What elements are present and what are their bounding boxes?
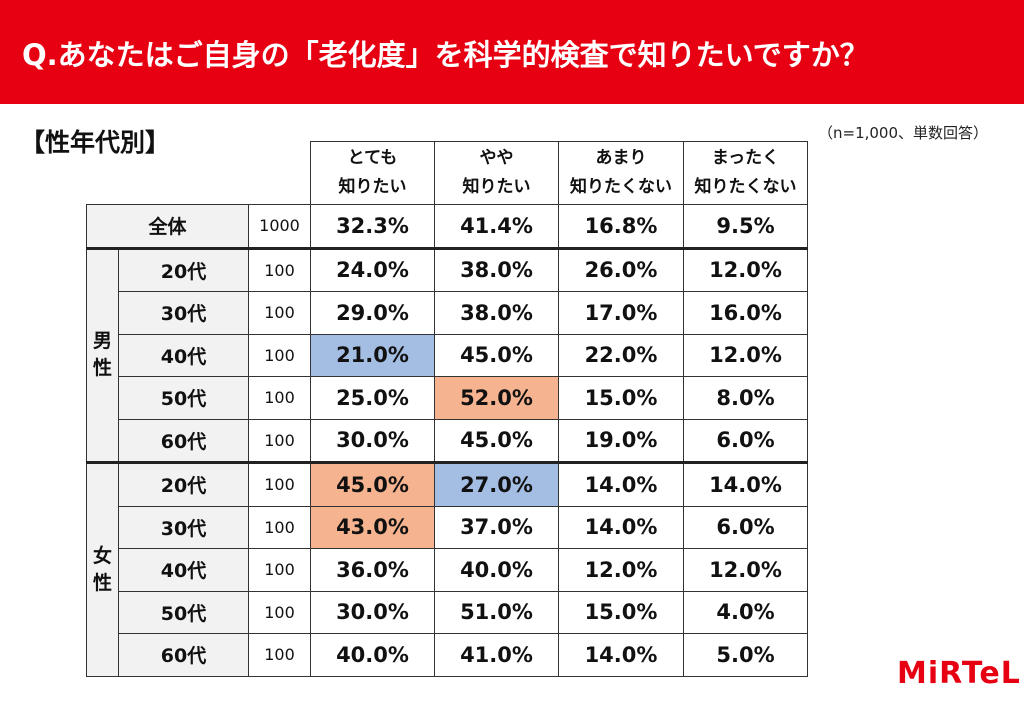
- age-label: 60代: [118, 633, 249, 677]
- header-blank: [87, 142, 311, 205]
- value-cell: 25.0%: [310, 376, 435, 420]
- value-cell: 29.0%: [310, 291, 435, 335]
- value-cell: 32.3%: [310, 204, 435, 250]
- sample-size: 100: [248, 548, 311, 592]
- column-header: とても 知りたい: [310, 141, 435, 205]
- sample-size: 100: [248, 247, 311, 292]
- value-cell: 26.0%: [558, 247, 684, 292]
- value-cell: 24.0%: [310, 247, 435, 292]
- column-header: あまり 知りたくない: [558, 141, 684, 205]
- age-label: 20代: [118, 461, 249, 507]
- value-cell: 5.0%: [683, 633, 808, 677]
- survey-table: とても 知りたい やや 知りたい あまり 知りたくない まったく 知りたくない 全体 10…: [86, 141, 808, 677]
- value-cell: 38.0%: [434, 247, 559, 292]
- age-label: 20代: [118, 247, 249, 292]
- age-label: 30代: [118, 505, 249, 549]
- value-cell: 21.0%: [310, 333, 435, 377]
- value-cell: 51.0%: [434, 590, 559, 634]
- question-title: Q.あなたはご自身の「老化度」を科学的検査で知りたいですか？: [22, 38, 869, 72]
- gender-char: 性: [92, 571, 112, 594]
- sample-size: 1000: [248, 204, 311, 250]
- table-row: 30代 100 43.0% 37.0% 14.0% 6.0%: [87, 505, 808, 549]
- age-label: 60代: [118, 418, 249, 463]
- age-label: 50代: [118, 590, 249, 634]
- value-cell: 37.0%: [434, 505, 559, 549]
- gender-label: 男性: [86, 247, 119, 463]
- value-cell: 14.0%: [558, 505, 684, 549]
- value-cell: 14.0%: [558, 633, 684, 677]
- value-cell: 40.0%: [310, 633, 435, 677]
- age-label: 40代: [118, 333, 249, 377]
- gender-label: 女性: [86, 461, 119, 677]
- value-cell: 8.0%: [683, 376, 808, 420]
- value-cell: 41.0%: [434, 633, 559, 677]
- value-cell: 43.0%: [310, 505, 435, 549]
- column-header: まったく 知りたくない: [683, 141, 808, 205]
- value-cell: 17.0%: [558, 291, 684, 335]
- value-cell: 12.0%: [683, 247, 808, 292]
- age-label: 40代: [118, 548, 249, 592]
- sample-size: 100: [248, 633, 311, 677]
- value-cell: 36.0%: [310, 548, 435, 592]
- age-label: 50代: [118, 376, 249, 420]
- column-header: やや 知りたい: [434, 141, 559, 205]
- value-cell: 12.0%: [683, 548, 808, 592]
- value-cell: 15.0%: [558, 590, 684, 634]
- sample-size: 100: [248, 461, 311, 507]
- value-cell: 6.0%: [683, 418, 808, 463]
- value-cell: 12.0%: [683, 333, 808, 377]
- value-cell: 52.0%: [434, 376, 559, 420]
- sample-size: 100: [248, 333, 311, 377]
- value-cell: 14.0%: [558, 461, 684, 507]
- table-row: 30代 100 29.0% 38.0% 17.0% 16.0%: [87, 291, 808, 335]
- gender-char: 性: [92, 357, 112, 380]
- table-row-total: 全体 1000 32.3% 41.4% 16.8% 9.5%: [86, 204, 808, 250]
- value-cell: 16.8%: [558, 204, 684, 250]
- section-label: 【性年代別】: [20, 128, 171, 157]
- sample-note: （n=1,000、単数回答）: [818, 124, 989, 142]
- value-cell: 45.0%: [434, 333, 559, 377]
- value-cell: 38.0%: [434, 291, 559, 335]
- sample-size: 100: [248, 376, 311, 420]
- gender-char: 女: [92, 544, 112, 567]
- value-cell: 12.0%: [558, 548, 684, 592]
- table-row: 女性 20代 100 45.0% 27.0% 14.0% 14.0%: [86, 461, 808, 677]
- table-row: 50代 100 25.0% 52.0% 15.0% 8.0%: [87, 376, 808, 420]
- table-row: 40代 100 36.0% 40.0% 12.0% 12.0%: [87, 548, 808, 592]
- sample-size: 100: [248, 590, 311, 634]
- value-cell: 19.0%: [558, 418, 684, 463]
- table-row: 男性 20代 100 24.0% 38.0% 26.0% 12.0%: [86, 247, 808, 463]
- age-label: 30代: [118, 291, 249, 335]
- value-cell: 45.0%: [310, 461, 435, 507]
- value-cell: 16.0%: [683, 291, 808, 335]
- sample-size: 100: [248, 291, 311, 335]
- value-cell: 41.4%: [434, 204, 559, 250]
- value-cell: 14.0%: [683, 461, 808, 507]
- table-row: 60代 100 40.0% 41.0% 14.0% 5.0%: [87, 633, 808, 677]
- mirtel-logo: MiRTeL: [897, 656, 1021, 691]
- sample-size: 100: [248, 505, 311, 549]
- value-cell: 22.0%: [558, 333, 684, 377]
- value-cell: 30.0%: [310, 590, 435, 634]
- value-cell: 45.0%: [434, 418, 559, 463]
- gender-char: 男: [92, 330, 112, 353]
- table-row: 40代 100 21.0% 45.0% 22.0% 12.0%: [87, 333, 808, 377]
- value-cell: 9.5%: [683, 204, 808, 250]
- table-row: 60代 100 30.0% 45.0% 19.0% 6.0%: [87, 418, 808, 463]
- table-row: 50代 100 30.0% 51.0% 15.0% 4.0%: [87, 590, 808, 634]
- value-cell: 4.0%: [683, 590, 808, 634]
- value-cell: 27.0%: [434, 461, 559, 507]
- header-banner: Q.あなたはご自身の「老化度」を科学的検査で知りたいですか？: [0, 0, 1024, 104]
- value-cell: 6.0%: [683, 505, 808, 549]
- value-cell: 15.0%: [558, 376, 684, 420]
- value-cell: 40.0%: [434, 548, 559, 592]
- value-cell: 30.0%: [310, 418, 435, 463]
- sample-size: 100: [248, 418, 311, 463]
- total-label: 全体: [86, 204, 249, 250]
